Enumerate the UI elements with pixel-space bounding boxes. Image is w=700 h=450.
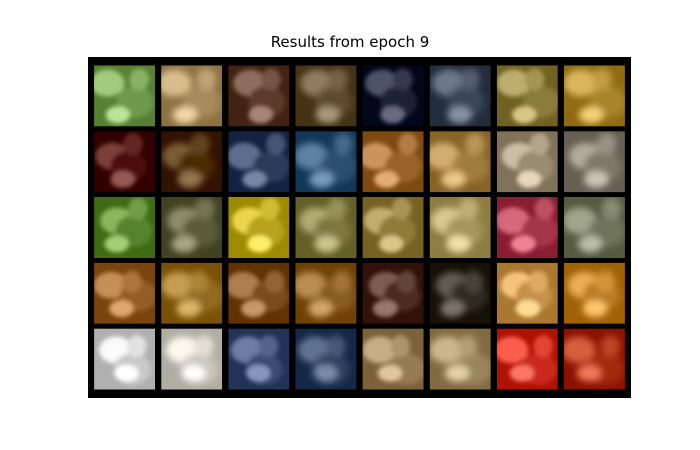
reconstructed-image-tile [295, 328, 357, 390]
original-image-tile [94, 197, 156, 258]
original-image-tile [362, 197, 424, 258]
original-image-tile [94, 262, 156, 324]
original-image-tile [228, 262, 290, 324]
reconstructed-image-tile [563, 197, 625, 258]
reconstructed-image-tile [295, 131, 357, 193]
reconstructed-image-tile [161, 262, 223, 324]
image-grid-panel [88, 57, 631, 398]
reconstructed-image-tile [161, 65, 223, 127]
figure-title: Results from epoch 9 [270, 33, 430, 51]
reconstructed-image-tile [161, 197, 223, 258]
original-image-tile [228, 65, 290, 127]
original-image-tile [496, 262, 558, 324]
original-image-tile [362, 262, 424, 324]
original-image-tile [228, 197, 290, 258]
reconstructed-image-tile [295, 197, 357, 258]
reconstructed-image-tile [429, 65, 491, 127]
original-image-tile [362, 131, 424, 193]
original-image-tile [496, 131, 558, 193]
reconstructed-image-tile [429, 262, 491, 324]
reconstructed-image-tile [429, 197, 491, 258]
reconstructed-image-tile [429, 131, 491, 193]
original-image-tile [496, 197, 558, 258]
original-image-tile [228, 131, 290, 193]
reconstructed-image-tile [295, 65, 357, 127]
reconstructed-image-tile [429, 328, 491, 390]
reconstructed-image-tile [563, 131, 625, 193]
original-image-tile [362, 65, 424, 127]
original-image-tile [228, 328, 290, 390]
original-image-tile [94, 65, 156, 127]
original-image-tile [362, 328, 424, 390]
original-image-tile [94, 131, 156, 193]
reconstructed-image-tile [563, 65, 625, 127]
original-image-tile [496, 328, 558, 390]
reconstructed-image-tile [563, 262, 625, 324]
original-image-tile [496, 65, 558, 127]
image-grid [94, 65, 625, 390]
reconstructed-image-tile [295, 262, 357, 324]
original-image-tile [94, 328, 156, 390]
reconstructed-image-tile [161, 131, 223, 193]
reconstructed-image-tile [563, 328, 625, 390]
reconstructed-image-tile [161, 328, 223, 390]
